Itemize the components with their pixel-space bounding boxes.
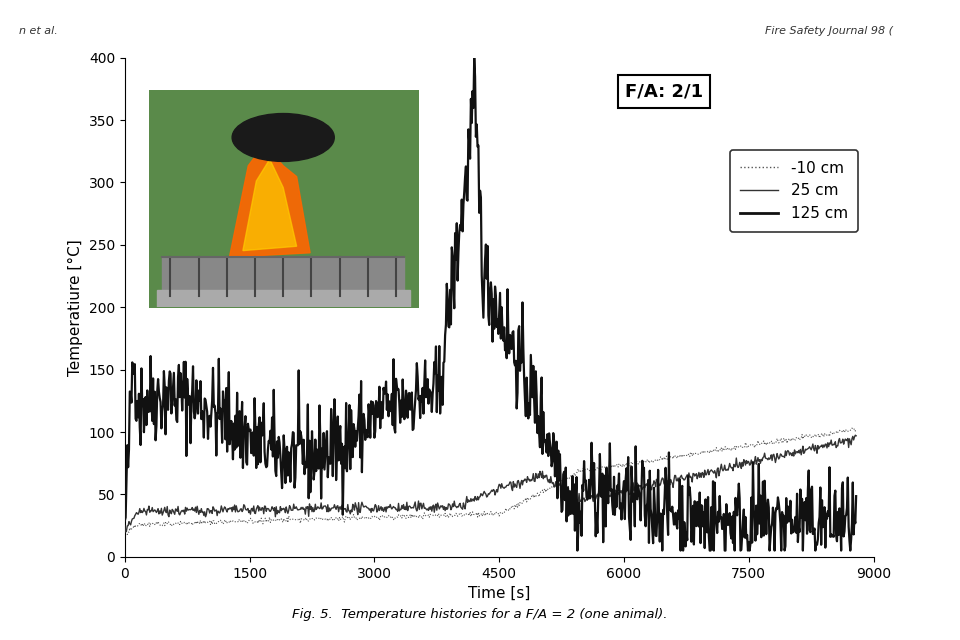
Text: Fig. 5.  Temperature histories for a F/A = 2 (one animal).: Fig. 5. Temperature histories for a F/A …	[292, 608, 668, 621]
Legend: -10 cm, 25 cm, 125 cm: -10 cm, 25 cm, 125 cm	[730, 150, 858, 232]
Text: Fire Safety Journal 98 (: Fire Safety Journal 98 (	[765, 26, 893, 36]
Polygon shape	[243, 159, 297, 251]
Y-axis label: Temperatiure [°C]: Temperatiure [°C]	[68, 239, 84, 376]
X-axis label: Time [s]: Time [s]	[468, 586, 530, 601]
Polygon shape	[229, 144, 310, 257]
Ellipse shape	[232, 113, 334, 161]
Bar	[156, 290, 410, 307]
Text: n et al.: n et al.	[19, 26, 58, 36]
Bar	[162, 257, 404, 296]
Text: F/A: 2/1: F/A: 2/1	[625, 83, 703, 100]
